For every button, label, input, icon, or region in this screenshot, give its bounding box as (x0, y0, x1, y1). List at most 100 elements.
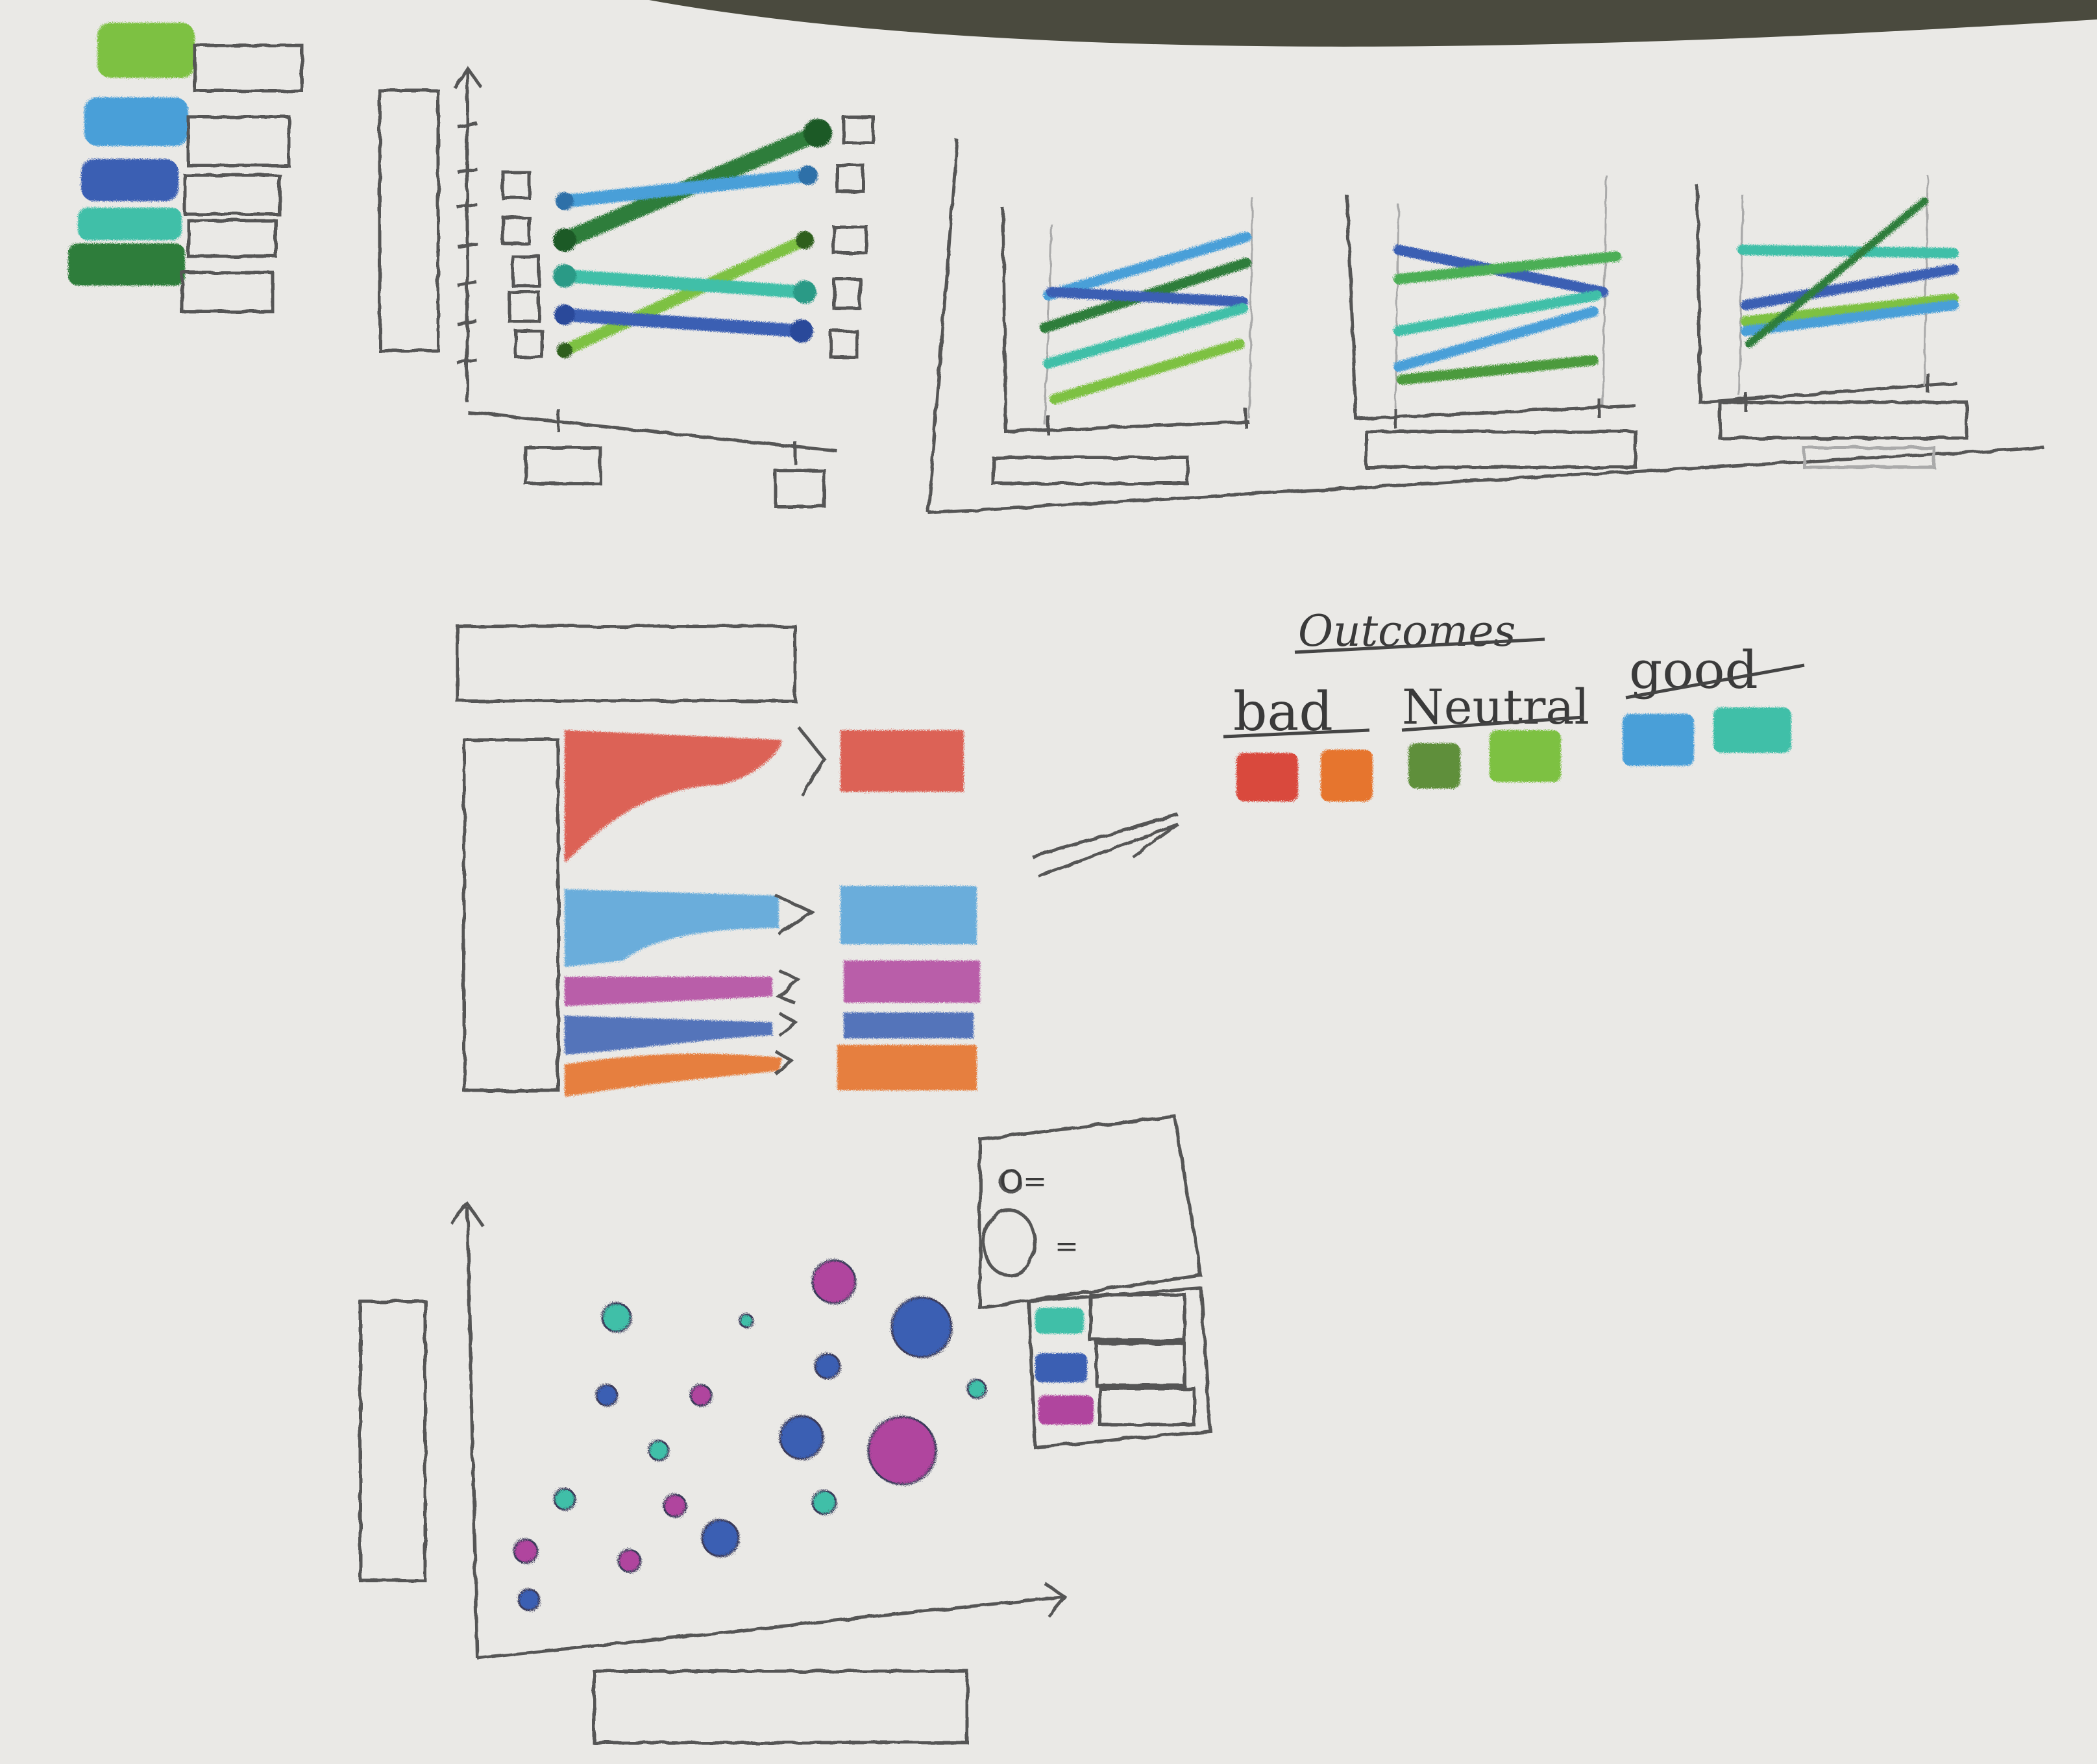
color-swatch-icon (1623, 714, 1694, 766)
x-tick (1393, 399, 1602, 428)
slope-point (554, 304, 575, 325)
placeholder-box-icon (514, 329, 544, 359)
color-key-box (1027, 1286, 1212, 1449)
bubble (595, 1384, 619, 1407)
color-swatch-icon (1236, 753, 1298, 802)
color-swatch-icon (81, 159, 178, 201)
color-swatch-icon (1321, 750, 1373, 802)
flow-band (565, 1053, 782, 1097)
series-legend (68, 23, 195, 286)
panel-axis (1695, 184, 1957, 404)
placeholder-box-icon (829, 329, 859, 359)
slope-line (558, 308, 808, 337)
panel-axis (1345, 194, 1636, 421)
placeholder-box-icon (186, 115, 291, 167)
panel-line (1393, 306, 1599, 372)
y-axis (465, 1207, 479, 1659)
color-swatch-icon (1408, 743, 1460, 789)
target-bar (844, 1012, 974, 1038)
outcomes-legend: Outcomes bad Neutral good (1223, 606, 1805, 802)
x-tick (556, 409, 797, 464)
panel-line (1745, 197, 1928, 348)
x-axis (467, 410, 838, 453)
bubble (966, 1378, 987, 1399)
x-tick (1046, 409, 1248, 435)
flow-band (565, 730, 782, 863)
panel-axis (1001, 207, 1250, 434)
flow-band (565, 1016, 772, 1055)
panel-line (1741, 264, 1959, 310)
x-axis-label-placeholder (1364, 430, 1637, 469)
slope-point (556, 192, 574, 210)
bubble (553, 1488, 576, 1511)
neutral-label: Neutral (1402, 680, 1589, 735)
outer-x-axis (927, 446, 2045, 515)
size-key-small-circle (998, 1169, 1023, 1194)
y-tick (457, 121, 478, 365)
good-label: good (1629, 640, 1758, 700)
flow-chart (456, 624, 1179, 1097)
panel-line (1043, 232, 1251, 300)
panel-line (1393, 290, 1602, 336)
bubble (648, 1439, 670, 1462)
panel-line (1397, 355, 1599, 385)
y-axis-arrow-icon (452, 65, 484, 89)
slope-point (553, 264, 576, 288)
slope-point (796, 231, 814, 249)
bubble-chart: O= = (358, 1114, 1212, 1745)
size-key-box (978, 1114, 1203, 1310)
placeholder-box-icon (501, 215, 531, 245)
color-swatch-icon (1490, 730, 1561, 782)
slope-line (558, 269, 811, 299)
placeholder-box-icon (1098, 1387, 1196, 1427)
placeholder-box-icon (180, 271, 275, 313)
panel-gridline (1738, 175, 1929, 397)
source-bar (462, 738, 560, 1092)
arrow-icon (1031, 813, 1179, 878)
target-bar (844, 961, 980, 1003)
placeholder-box-icon (183, 173, 281, 216)
small-multiples (926, 139, 2045, 515)
bubble (513, 1538, 539, 1564)
placeholder-box-icon (832, 225, 868, 255)
outer-y-axis (926, 139, 959, 513)
x-axis (476, 1595, 1065, 1660)
size-key-small-label: O= (999, 1165, 1047, 1198)
x-tick-label-placeholder (524, 446, 602, 485)
target-bar (837, 1045, 977, 1090)
y-axis-label-placeholder (358, 1299, 427, 1582)
target-bar (840, 730, 964, 792)
arrow-icon (776, 968, 802, 1005)
placeholder-box-icon (186, 219, 278, 258)
arrow-icon (774, 1049, 795, 1075)
placeholder-box-icon (832, 277, 862, 310)
panel-line (1046, 287, 1248, 307)
bubble (739, 1313, 754, 1329)
underline (1401, 715, 1584, 732)
arrow-icon (778, 1011, 798, 1036)
bubble (517, 1588, 541, 1611)
panel-line (1737, 245, 1959, 258)
slope-point (790, 319, 813, 343)
panel-line (1043, 303, 1248, 369)
y-axis-label-placeholder (378, 89, 440, 352)
panel-line (1049, 339, 1245, 404)
panel-line (1393, 251, 1621, 284)
bubble (689, 1384, 713, 1407)
placeholder-box-icon (1088, 1293, 1186, 1342)
placeholder-box-icon (842, 115, 875, 145)
bubble (601, 1302, 632, 1333)
color-swatch-icon (78, 208, 182, 240)
slope-chart (378, 65, 875, 508)
color-swatch-icon (1038, 1395, 1094, 1425)
underline (1223, 728, 1370, 739)
arrow-icon (774, 894, 815, 937)
outcomes-heading: Outcomes (1298, 606, 1515, 656)
bubble (617, 1549, 642, 1573)
bubble (890, 1296, 953, 1358)
color-swatch-icon (97, 23, 195, 78)
flow-band (565, 889, 779, 967)
placeholder-box-icon (1095, 1341, 1186, 1388)
slope-point (803, 119, 832, 147)
